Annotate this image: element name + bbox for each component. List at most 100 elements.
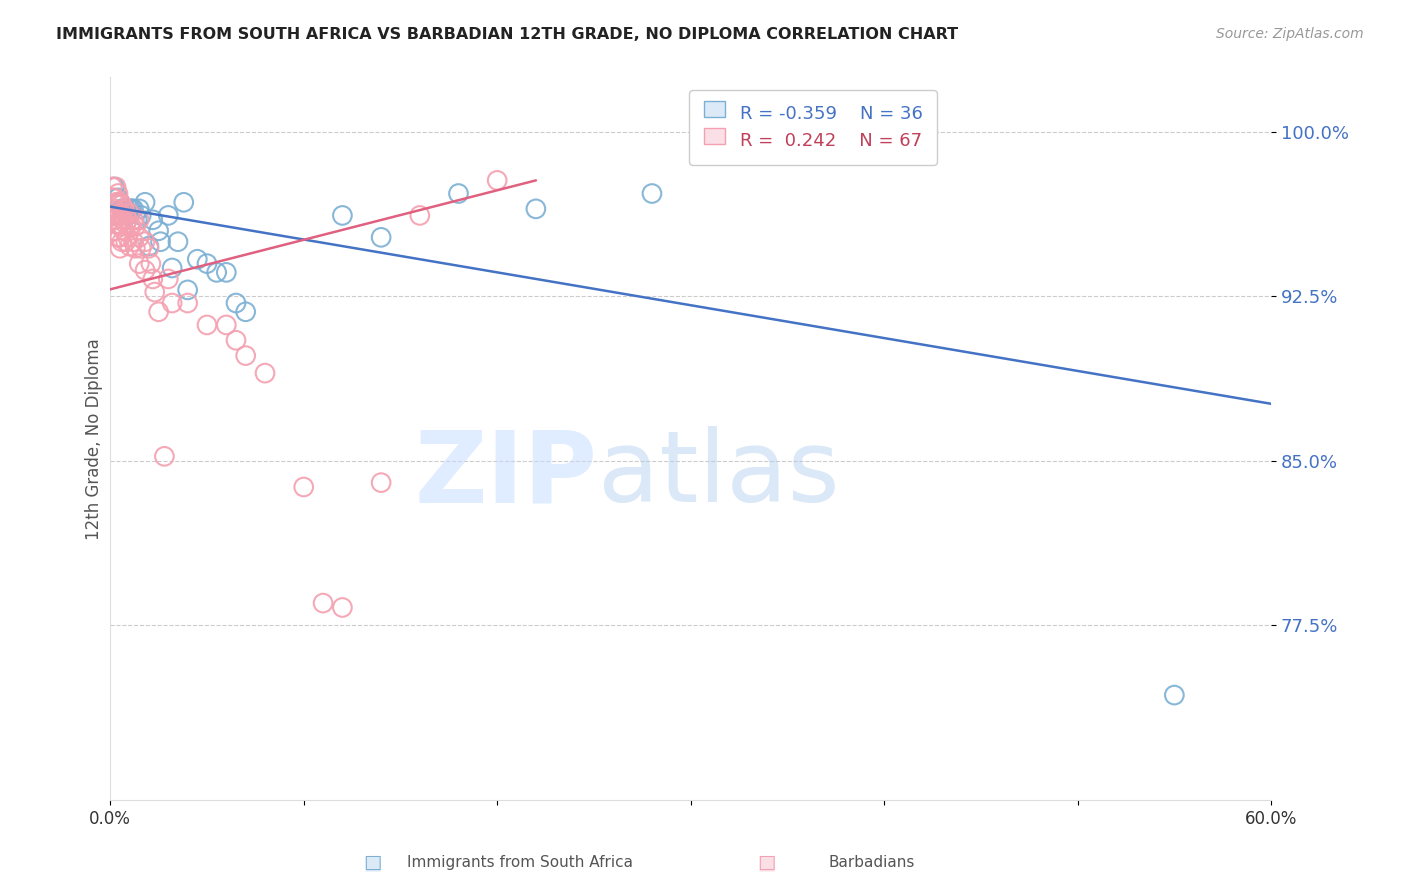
Point [195, 257, 218, 271]
Point [107, 191, 129, 205]
Point [118, 219, 141, 234]
Point [176, 283, 198, 297]
Text: Source: ZipAtlas.com: Source: ZipAtlas.com [1216, 27, 1364, 41]
Point [157, 209, 180, 223]
Point [114, 202, 136, 216]
Point [370, 230, 392, 244]
Point [186, 252, 208, 267]
Point [108, 195, 131, 210]
Point [143, 285, 166, 299]
Point [134, 235, 156, 249]
Point [142, 212, 165, 227]
Point [111, 235, 134, 249]
Point [129, 241, 152, 255]
Text: □: □ [756, 853, 776, 872]
Point [105, 180, 128, 194]
Point [114, 217, 136, 231]
Point [128, 257, 150, 271]
Point [173, 195, 195, 210]
Point [370, 475, 392, 490]
Point [153, 450, 176, 464]
Point [127, 212, 149, 227]
Point [101, 191, 124, 205]
Point [332, 209, 354, 223]
Point [124, 219, 146, 234]
Point [157, 272, 180, 286]
Point [225, 296, 247, 310]
Point [101, 209, 124, 223]
Point [134, 263, 156, 277]
Point [108, 195, 131, 210]
Point [101, 180, 124, 194]
Point [121, 202, 143, 216]
Point [107, 217, 129, 231]
Point [205, 265, 228, 279]
Point [114, 235, 136, 249]
Point [195, 318, 218, 332]
Point [111, 209, 134, 223]
Point [117, 230, 139, 244]
Point [122, 202, 145, 216]
Point [122, 235, 145, 249]
Point [128, 212, 150, 227]
Point [117, 212, 139, 227]
Point [215, 318, 238, 332]
Point [641, 186, 664, 201]
Point [112, 224, 135, 238]
Point [112, 202, 135, 216]
Point [103, 212, 125, 227]
Point [105, 217, 128, 231]
Point [108, 217, 131, 231]
Point [149, 235, 172, 249]
Point [167, 235, 190, 249]
Point [124, 241, 146, 255]
Point [111, 219, 134, 234]
Point [103, 180, 125, 194]
Point [107, 230, 129, 244]
Point [105, 195, 128, 210]
Text: ■: ■ [756, 853, 776, 872]
Text: IMMIGRANTS FROM SOUTH AFRICA VS BARBADIAN 12TH GRADE, NO DIPLOMA CORRELATION CHA: IMMIGRANTS FROM SOUTH AFRICA VS BARBADIA… [56, 27, 959, 42]
Point [117, 209, 139, 223]
Point [225, 333, 247, 347]
Text: Barbadians: Barbadians [828, 855, 915, 870]
Point [111, 202, 134, 216]
Legend: R = -0.359    N = 36, R =  0.242    N = 67: R = -0.359 N = 36, R = 0.242 N = 67 [689, 90, 936, 164]
Point [138, 241, 160, 255]
Point [111, 197, 134, 211]
Point [128, 202, 150, 216]
Point [105, 209, 128, 223]
Text: ■: ■ [363, 853, 382, 872]
Point [524, 202, 547, 216]
Point [139, 257, 162, 271]
Point [107, 197, 129, 211]
Point [107, 186, 129, 201]
Point [118, 239, 141, 253]
Point [142, 272, 165, 286]
Point [1163, 688, 1185, 702]
Point [103, 191, 125, 205]
Point [112, 212, 135, 227]
Point [112, 202, 135, 216]
Point [103, 224, 125, 238]
Point [486, 173, 509, 187]
Point [235, 349, 257, 363]
Point [134, 195, 156, 210]
Point [105, 209, 128, 223]
Text: □: □ [363, 853, 382, 872]
Point [409, 209, 432, 223]
Point [292, 480, 315, 494]
Point [122, 212, 145, 227]
Point [103, 202, 125, 216]
Point [160, 260, 183, 275]
Point [148, 224, 170, 238]
Point [118, 206, 141, 220]
Y-axis label: 12th Grade, No Diploma: 12th Grade, No Diploma [86, 338, 103, 540]
Point [176, 296, 198, 310]
Point [447, 186, 470, 201]
Point [138, 239, 160, 253]
Point [215, 265, 238, 279]
Point [114, 206, 136, 220]
Point [160, 296, 183, 310]
Point [332, 600, 354, 615]
